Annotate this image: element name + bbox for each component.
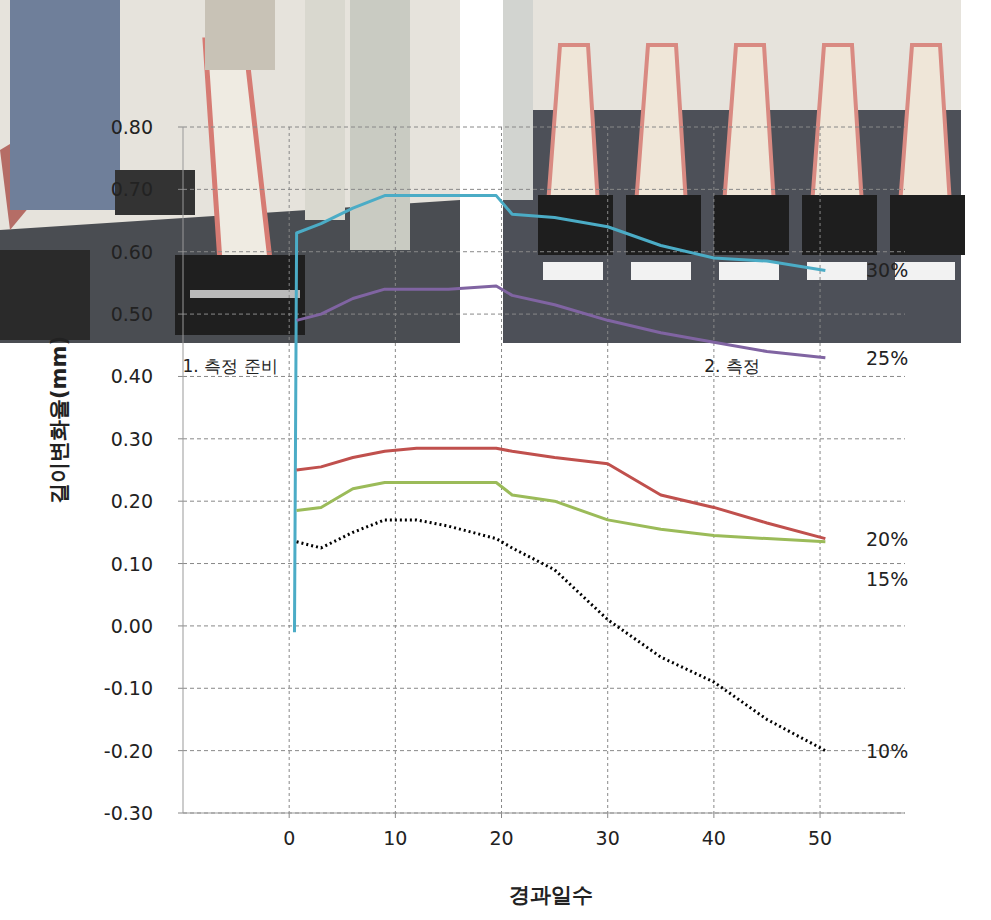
photo-caption: 2. 측정 xyxy=(704,356,760,376)
tick xyxy=(178,563,183,564)
grid-line xyxy=(713,127,714,813)
photo-mold xyxy=(636,45,686,205)
grid-line xyxy=(183,127,905,128)
photo-door xyxy=(305,0,345,220)
tick xyxy=(501,813,502,818)
photo-gauge xyxy=(890,195,965,255)
tick xyxy=(178,127,183,128)
tick xyxy=(178,314,183,315)
tick xyxy=(178,189,183,190)
y-tick-label: 0.50 xyxy=(111,303,153,325)
photo-gauge xyxy=(802,195,877,255)
tick xyxy=(178,501,183,502)
tick xyxy=(178,813,183,814)
series-label: 20% xyxy=(866,528,908,550)
tick xyxy=(178,251,183,252)
tick xyxy=(820,813,821,818)
grid-line xyxy=(395,127,396,813)
grid-line xyxy=(183,750,905,751)
y-tick-label: 0.00 xyxy=(111,615,153,637)
photo-mold xyxy=(724,45,774,205)
photo-tag xyxy=(807,262,867,280)
tick xyxy=(178,750,183,751)
photo-gauge xyxy=(175,255,305,335)
photo-wall xyxy=(0,0,460,343)
series-group xyxy=(294,196,825,751)
grid-line xyxy=(183,813,905,814)
y-axis xyxy=(183,127,184,813)
y-tick-label: 0.40 xyxy=(111,365,153,387)
page: 1. 측정 준비 2. 측정 -0.30 -0.20 -0.10 0.00 0.10 0.20… xyxy=(0,0,991,920)
photo xyxy=(0,0,460,343)
tick xyxy=(395,813,396,818)
grid-line xyxy=(607,127,608,813)
y-tick-label: -0.30 xyxy=(104,802,153,824)
grid-line xyxy=(820,127,821,813)
tick xyxy=(178,625,183,626)
tick xyxy=(713,813,714,818)
series-label: 10% xyxy=(866,740,908,762)
x-tick-label: 0 xyxy=(283,827,295,849)
y-tick-label: 0.30 xyxy=(111,428,153,450)
grid-line xyxy=(183,251,905,252)
series-label: 15% xyxy=(866,568,908,590)
series-line xyxy=(297,448,826,538)
x-tick-label: 40 xyxy=(702,827,726,849)
grid-line xyxy=(183,189,905,190)
grid-line xyxy=(183,625,905,626)
grid-line xyxy=(183,438,905,439)
photo-cabinet xyxy=(503,0,533,200)
photo-door xyxy=(350,0,410,250)
tick xyxy=(607,813,608,818)
photo-wall xyxy=(503,0,961,343)
photo-mold xyxy=(900,45,950,205)
grid-line xyxy=(183,376,905,377)
y-axis-title: 길이변화율(mm) xyxy=(47,336,71,504)
y-tick-label: 0.80 xyxy=(111,116,153,138)
grid-line xyxy=(183,563,905,564)
photo-mold xyxy=(205,40,270,262)
tick xyxy=(178,688,183,689)
photo-mold xyxy=(548,45,598,205)
series-line xyxy=(297,482,826,541)
tick xyxy=(178,376,183,377)
photo-mold xyxy=(812,45,862,205)
x-tick-label: 10 xyxy=(383,827,407,849)
x-axis xyxy=(183,813,905,814)
series-line xyxy=(297,520,826,751)
series-line xyxy=(294,196,825,633)
x-tick-label: 20 xyxy=(489,827,513,849)
photo-person xyxy=(10,0,120,210)
grid-line xyxy=(183,688,905,689)
photo-gauge xyxy=(0,250,90,340)
tick xyxy=(289,813,290,818)
series-line xyxy=(297,286,826,358)
grid-line xyxy=(289,127,290,813)
x-tick-label: 30 xyxy=(596,827,620,849)
photo xyxy=(503,0,965,343)
photo-bucket xyxy=(205,0,275,70)
series-label: 30% xyxy=(866,259,908,281)
tick xyxy=(178,438,183,439)
y-tick-label: 0.10 xyxy=(111,553,153,575)
grid xyxy=(178,127,905,818)
photo-tag xyxy=(543,262,603,280)
grid-line xyxy=(501,127,502,813)
photo-gauge xyxy=(714,195,789,255)
photo-caption: 1. 측정 준비 xyxy=(182,356,277,376)
photo-tag xyxy=(631,262,691,280)
y-tick-label: -0.20 xyxy=(104,740,153,762)
x-axis-title: 경과일수 xyxy=(509,883,593,907)
y-tick-label: 0.60 xyxy=(111,241,153,263)
x-tick-label: 50 xyxy=(808,827,832,849)
series-label: 25% xyxy=(866,347,908,369)
y-tick-label: -0.10 xyxy=(104,677,153,699)
grid-line xyxy=(183,314,905,315)
photo-gauge-bar xyxy=(190,290,300,298)
photo-tag xyxy=(719,262,779,280)
y-tick-label: 0.20 xyxy=(111,490,153,512)
y-tick-label: 0.70 xyxy=(111,178,153,200)
